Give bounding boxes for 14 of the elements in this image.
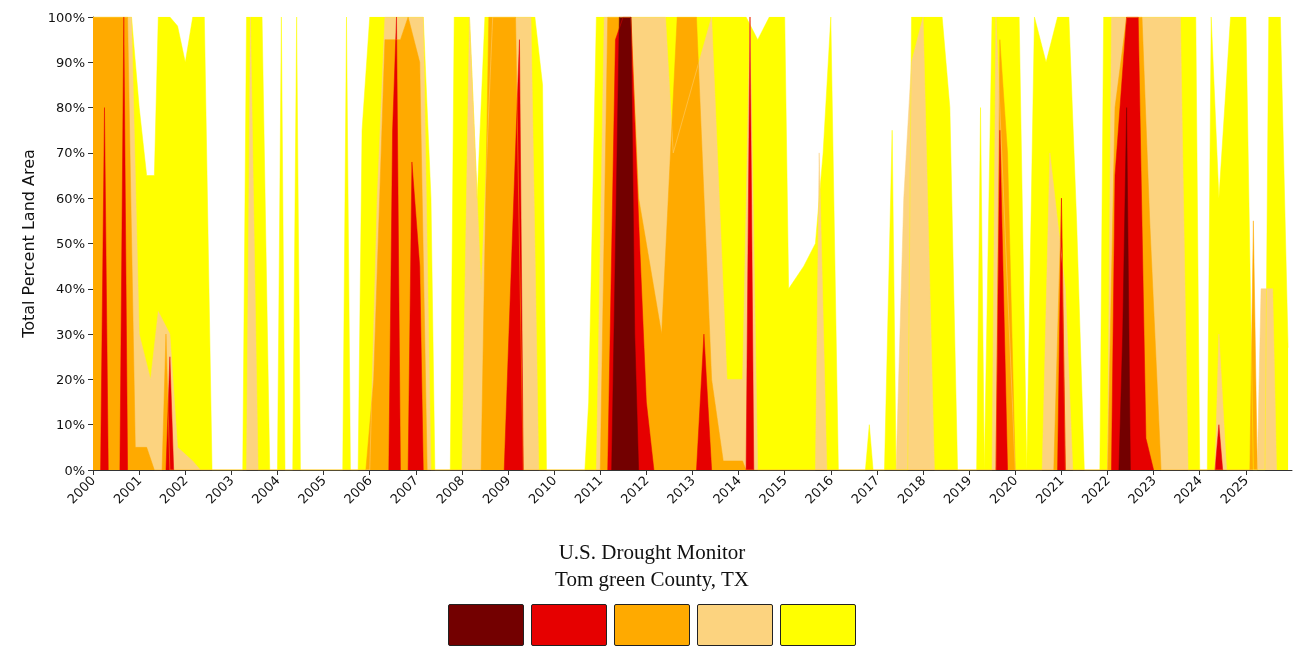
y-tick-label: 20%	[56, 371, 85, 387]
y-tick-label: 80%	[56, 100, 85, 116]
text: Tom green County, TX	[555, 566, 749, 591]
y-tick-label: 40%	[56, 281, 85, 297]
y-tick-label: 70%	[56, 145, 85, 161]
y-tick-label: 100%	[47, 9, 85, 25]
y-tick-label: 10%	[56, 417, 85, 433]
text: U.S. Drought Monitor	[558, 539, 746, 564]
y-tick-label: 0%	[64, 462, 85, 478]
y-axis-title: Total Percent Land Area	[19, 149, 39, 339]
y-tick-label: 60%	[56, 190, 85, 206]
y-tick-label: 30%	[56, 326, 85, 342]
y-tick-label: 90%	[56, 54, 85, 70]
y-tick-label: 50%	[56, 236, 85, 251]
